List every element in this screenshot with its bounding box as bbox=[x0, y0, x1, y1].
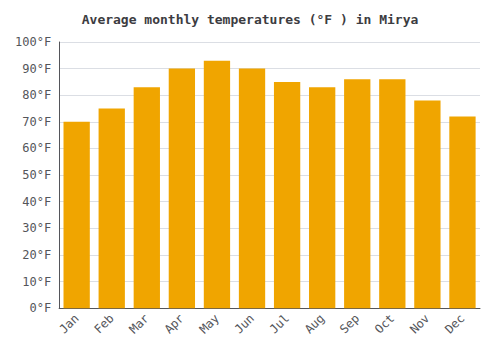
svg-text:Dec: Dec bbox=[442, 311, 467, 336]
svg-text:Feb: Feb bbox=[91, 311, 116, 336]
svg-text:Jul: Jul bbox=[267, 311, 292, 336]
svg-text:Oct: Oct bbox=[372, 311, 397, 336]
svg-text:Aug: Aug bbox=[302, 311, 327, 336]
svg-text:Sep: Sep bbox=[337, 311, 362, 336]
svg-text:Mar: Mar bbox=[127, 311, 152, 336]
svg-text:40°F: 40°F bbox=[22, 195, 51, 209]
svg-text:0°F: 0°F bbox=[29, 301, 51, 315]
svg-text:60°F: 60°F bbox=[22, 141, 51, 155]
svg-text:Nov: Nov bbox=[407, 311, 432, 336]
svg-text:80°F: 80°F bbox=[22, 88, 51, 102]
svg-text:70°F: 70°F bbox=[22, 115, 51, 129]
svg-text:Average monthly temperatures (: Average monthly temperatures (°F ) in Mi… bbox=[82, 12, 419, 27]
svg-text:May: May bbox=[197, 311, 222, 336]
svg-text:30°F: 30°F bbox=[22, 221, 51, 235]
svg-text:Jun: Jun bbox=[232, 311, 257, 336]
svg-text:50°F: 50°F bbox=[22, 168, 51, 182]
svg-text:10°F: 10°F bbox=[22, 275, 51, 289]
svg-text:Jan: Jan bbox=[56, 311, 81, 336]
svg-text:100°F: 100°F bbox=[15, 35, 51, 49]
svg-text:Apr: Apr bbox=[162, 311, 187, 336]
svg-text:20°F: 20°F bbox=[22, 248, 51, 262]
svg-text:90°F: 90°F bbox=[22, 62, 51, 76]
